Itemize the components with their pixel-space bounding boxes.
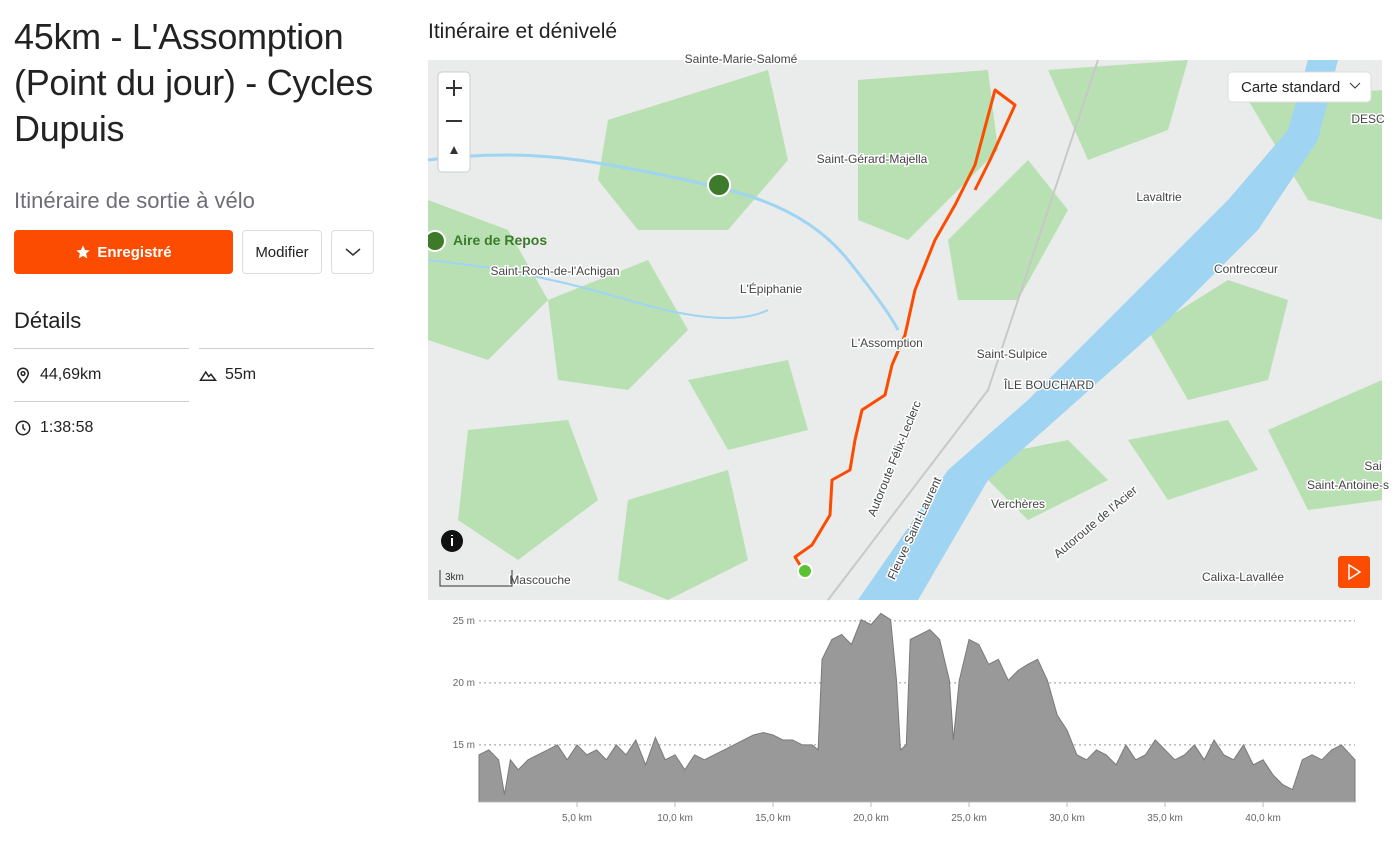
star-icon <box>76 245 91 259</box>
edit-label: Modifier <box>255 243 309 261</box>
clock-icon <box>15 420 31 436</box>
place-label: Mascouche <box>509 573 571 587</box>
road <box>827 59 1099 601</box>
details-title: Détails <box>14 308 82 333</box>
distance-stat: 44,69km <box>14 348 189 401</box>
time: 1:38:58 <box>40 419 94 436</box>
x-tick-label: 15,0 km <box>755 813 791 824</box>
stats: 44,69km 55m 1:38:58 <box>14 348 374 454</box>
style-label: Carte standard <box>1241 79 1340 96</box>
route <box>793 88 1017 566</box>
elevation: 55m <box>225 366 257 383</box>
x-tick-label: 30,0 km <box>1049 813 1085 824</box>
place-label: Verchères <box>991 497 1045 511</box>
place-label: Saint-Sulpice <box>977 347 1048 361</box>
y-tick-label: 20 m <box>453 678 475 689</box>
compass[interactable] <box>450 146 458 154</box>
y-tick-label: 15 m <box>453 740 475 751</box>
save-button[interactable]: Enregistré <box>14 230 233 274</box>
left-panel: 45km - L'Assomption (Point du jour) - Cy… <box>14 14 374 454</box>
poi-label: Aire de Repos <box>453 232 547 248</box>
save-label: Enregistré <box>97 243 172 261</box>
play-button[interactable] <box>1338 556 1370 588</box>
map-and-profile: Itinéraire et dénivelé Sainte-Marie-Salo… <box>428 20 1391 824</box>
place-label: Saint-Antoine-s <box>1307 478 1389 492</box>
stream <box>428 259 769 319</box>
place-label: Lavaltrie <box>1136 190 1182 204</box>
elevation-chart: 15 m 20 m 25 m 5,0 km 10,0 km 15,0 km 20,0 km 2… <box>453 612 1356 824</box>
time-stat: 1:38:58 <box>14 401 189 454</box>
actions: Enregistré Modifier <box>14 230 374 274</box>
place-label: ÎLE BOUCHARD <box>1003 377 1094 392</box>
place-label: Calixa-Lavallée <box>1202 570 1284 584</box>
route-title: 45km - L'Assomption (Point du jour) - Cy… <box>14 16 373 149</box>
zoom-controls <box>437 71 471 173</box>
woods <box>428 60 1382 600</box>
rest-marker[interactable] <box>428 230 446 252</box>
play-icon <box>1348 563 1362 581</box>
place-label: Saint-Gérard-Majella <box>817 152 928 166</box>
chevron-icon <box>345 248 360 256</box>
pin-icon <box>16 367 30 384</box>
y-tick-label: 25 m <box>453 616 475 627</box>
section-title: Itinéraire et dénivelé <box>428 20 617 43</box>
place-label: DESC <box>1351 112 1385 126</box>
distance: 44,69km <box>40 366 102 383</box>
camp-marker[interactable] <box>707 173 731 197</box>
x-tick-label: 35,0 km <box>1147 813 1183 824</box>
scale-label: 3km <box>445 572 464 583</box>
place-label: L'Assomption <box>851 336 923 350</box>
river <box>858 60 1338 600</box>
start-marker <box>797 563 813 579</box>
style-selector[interactable] <box>1227 71 1372 103</box>
place-label: Sainte-Marie-Salomé <box>685 52 798 66</box>
style-chevron <box>1349 82 1361 89</box>
elevation-area <box>478 612 1356 803</box>
edit-button[interactable]: Modifier <box>242 230 322 274</box>
place-label: L'Épiphanie <box>740 281 803 296</box>
place-label: Saint-Roch-de-l'Achigan <box>490 264 619 278</box>
elevation-stat: 55m <box>199 348 374 401</box>
map[interactable]: Sainte-Marie-Salomé Saint-Gérard-Majella… <box>428 51 1391 601</box>
mountain-icon <box>199 370 217 381</box>
place-label: Contrecœur <box>1214 262 1278 276</box>
x-tick-label: 5,0 km <box>562 813 592 824</box>
scale-bar <box>439 570 513 587</box>
place-label: Sai <box>1364 459 1381 473</box>
x-tick-label: 10,0 km <box>657 813 693 824</box>
x-tick-label: 20,0 km <box>853 813 889 824</box>
x-tick-label: 25,0 km <box>951 813 987 824</box>
more-button[interactable] <box>331 230 374 274</box>
zoom-icons[interactable] <box>446 80 462 122</box>
x-tick-label: 40,0 km <box>1245 813 1281 824</box>
route-subtitle: Itinéraire de sortie à vélo <box>14 188 255 213</box>
